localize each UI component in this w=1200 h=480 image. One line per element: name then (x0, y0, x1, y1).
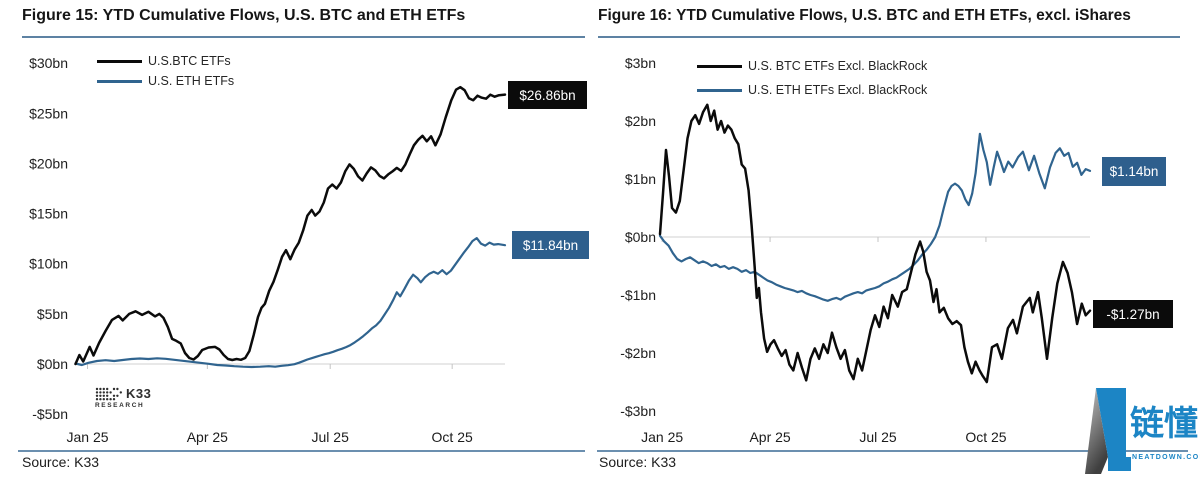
legend-label-eth-excl: U.S. ETH ETFs Excl. BlackRock (748, 83, 928, 97)
k33-logo-name: K33 (126, 386, 152, 401)
y-tick-label: $1bn (625, 171, 656, 187)
series-line-eth (658, 132, 1092, 302)
k33-logo-subtitle: RESEARCH (95, 402, 145, 409)
figure15-title-rule (22, 36, 585, 38)
x-tick-label: Jan 25 (641, 429, 683, 445)
k33-logo-row: K33 (95, 386, 151, 401)
legend-label-eth: U.S. ETH ETFs (148, 74, 235, 88)
neatdown-watermark: 链懂 NEATDOWN.COM (1080, 383, 1200, 475)
btc-end-value-label-fig16: -$1.27bn (1093, 300, 1173, 328)
series-line-eth (74, 237, 507, 369)
figure15-legend: U.S.BTC ETFs U.S. ETH ETFs (97, 51, 234, 91)
y-tick-label: -$1bn (620, 287, 656, 303)
y-tick-label: $0bn (625, 229, 656, 245)
series-line-btc (74, 85, 507, 366)
eth-line-swatch (697, 88, 742, 92)
x-tick-label: Apr 25 (187, 429, 228, 445)
legend-item-eth: U.S. ETH ETFs (97, 71, 234, 91)
neatdown-logo-icon (1085, 388, 1131, 474)
legend-item-eth-excl: U.S. ETH ETFs Excl. BlackRock (697, 78, 927, 102)
y-tick-label: -$2bn (620, 345, 656, 361)
y-tick-label: $5bn (37, 306, 68, 322)
y-tick-label: -$5bn (32, 406, 68, 422)
legend-item-btc: U.S.BTC ETFs (97, 51, 234, 71)
figure15-title: Figure 15: YTD Cumulative Flows, U.S. BT… (22, 7, 466, 24)
legend-label-btc-excl: U.S. BTC ETFs Excl. BlackRock (748, 59, 928, 73)
k33-research-logo: K33 RESEARCH (95, 386, 151, 409)
x-tick-label: Jan 25 (67, 429, 109, 445)
y-tick-label: $15bn (29, 206, 68, 222)
x-tick-label: Jul 25 (312, 429, 350, 445)
x-tick-label: Apr 25 (749, 429, 790, 445)
eth-line-swatch (97, 79, 142, 83)
figure16-legend: U.S. BTC ETFs Excl. BlackRock U.S. ETH E… (697, 54, 927, 102)
x-tick-label: Oct 25 (432, 429, 473, 445)
k33-dot-matrix-icon (95, 387, 122, 400)
y-tick-label: $10bn (29, 256, 68, 272)
figure15-source: Source: K33 (22, 454, 100, 470)
y-tick-label: -$3bn (620, 403, 656, 419)
x-tick-label: Oct 25 (965, 429, 1006, 445)
x-tick-label: Jul 25 (859, 429, 897, 445)
series-line-btc (658, 103, 1092, 384)
figure16-title-rule (598, 36, 1180, 38)
watermark-brand-text: 链懂 (1130, 405, 1198, 443)
y-tick-label: $2bn (625, 113, 656, 129)
y-tick-label: $3bn (625, 55, 656, 71)
btc-line-swatch (697, 64, 742, 68)
eth-end-value-label-fig15: $11.84bn (512, 231, 589, 259)
y-tick-label: $20bn (29, 155, 68, 171)
figure16-footer-rule (597, 450, 1188, 452)
y-tick-label: $30bn (29, 55, 68, 71)
btc-line-swatch (97, 59, 142, 63)
watermark-domain-text: NEATDOWN.COM (1132, 454, 1200, 461)
y-tick-label: $25bn (29, 105, 68, 121)
figure15-footer-rule (18, 450, 585, 452)
btc-end-value-label-fig15: $26.86bn (508, 81, 587, 109)
legend-label-btc: U.S.BTC ETFs (148, 54, 231, 68)
figure16-title: Figure 16: YTD Cumulative Flows, U.S. BT… (598, 7, 1131, 24)
legend-item-btc-excl: U.S. BTC ETFs Excl. BlackRock (697, 54, 927, 78)
figure16-source: Source: K33 (599, 454, 677, 470)
y-tick-label: $0bn (37, 356, 68, 372)
eth-end-value-label-fig16: $1.14bn (1102, 157, 1166, 186)
